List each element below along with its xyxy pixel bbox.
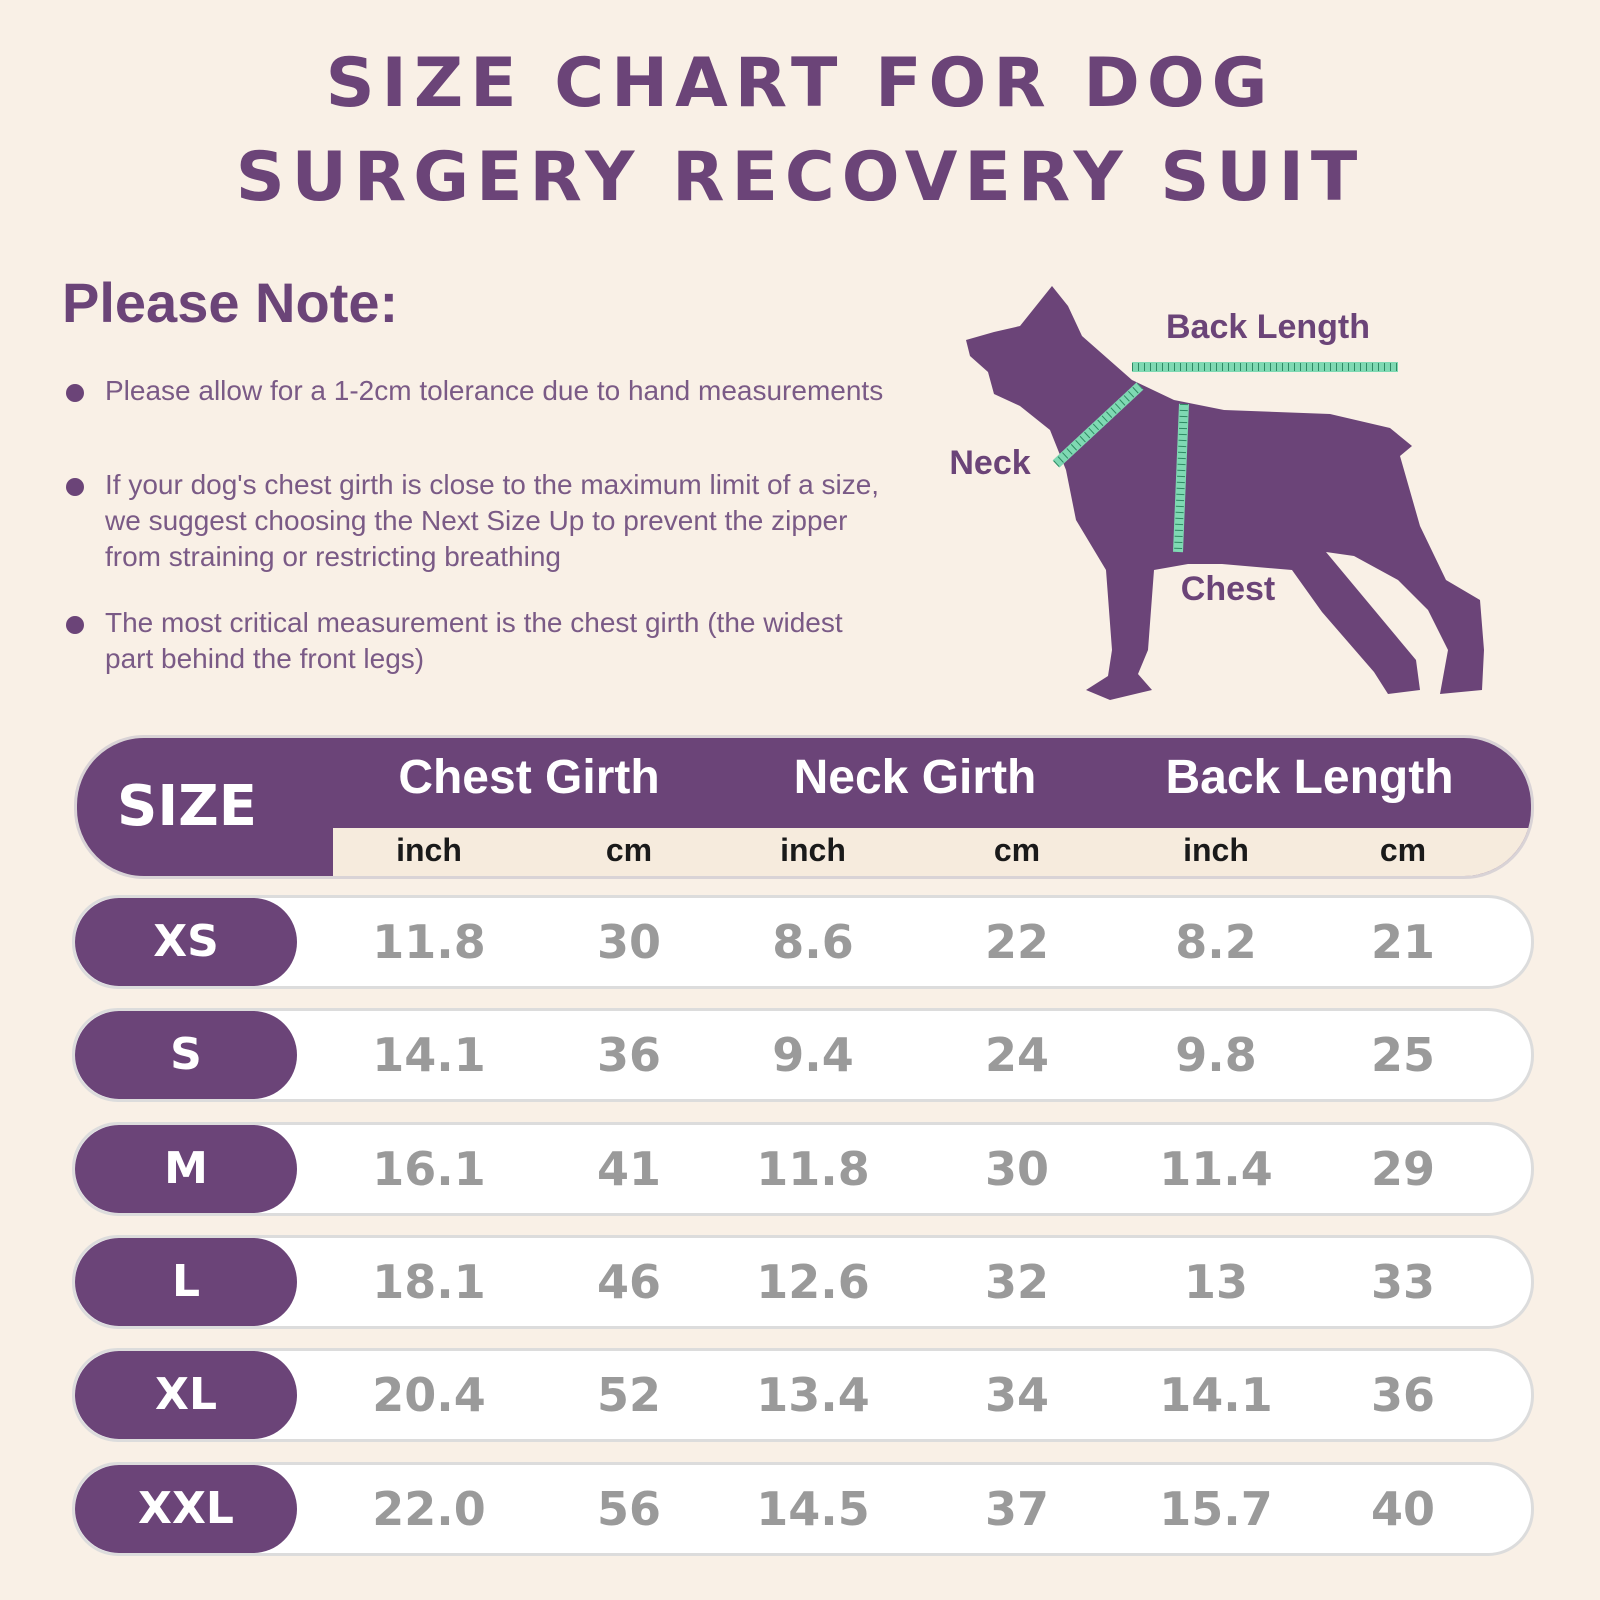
cell: 37	[984, 1481, 1050, 1536]
size-row: XS 11.8 30 8.6 22 8.2 21	[72, 895, 1534, 989]
bullet	[66, 616, 84, 634]
title-line: SIZE CHART FOR DOG	[325, 44, 1275, 123]
cell: 20.4	[372, 1368, 486, 1423]
size-row: XXL 22.0 56 14.5 37 15.7 40	[72, 1461, 1534, 1556]
cell: 22.0	[372, 1481, 486, 1536]
diagram-label: Neck	[949, 444, 1031, 482]
cell: 11.4	[1159, 1141, 1273, 1196]
tape-neck	[1052, 382, 1144, 468]
cell: 30	[596, 915, 662, 969]
bullet	[66, 478, 84, 496]
unit-header: cm	[993, 832, 1041, 868]
note-item: Please allow for a 1-2cm tolerance due t…	[105, 375, 884, 406]
tape-chest-ticks	[1174, 403, 1188, 553]
cell: 46	[596, 1254, 662, 1309]
cell: 22	[984, 915, 1050, 969]
cell: 13	[1183, 1254, 1249, 1309]
cell: 52	[596, 1368, 662, 1423]
cell: 24	[984, 1028, 1050, 1083]
diagram-label: Back Length	[1165, 308, 1371, 346]
group-header: Chest Girth	[398, 751, 660, 804]
diagram-label: Chest	[1180, 570, 1276, 608]
unit-header: cm	[605, 832, 653, 868]
size-label: XL	[75, 1351, 297, 1440]
size-row: M 16.1 41 11.8 30 11.4 29	[72, 1121, 1534, 1216]
cell: 14.5	[756, 1481, 870, 1536]
cell: 34	[984, 1368, 1050, 1423]
cell: 9.8	[1175, 1028, 1257, 1083]
cell: 11.8	[372, 915, 486, 969]
cell: 16.1	[372, 1141, 486, 1196]
cell: 30	[984, 1141, 1050, 1196]
size-label: S	[75, 1011, 297, 1100]
tape-chest	[1173, 403, 1189, 553]
cell: 32	[984, 1254, 1050, 1309]
cell: 36	[596, 1028, 662, 1083]
size-row: S 14.1 36 9.4 24 9.8 25	[72, 1008, 1534, 1103]
size-row: XL 20.4 52 13.4 34 14.1 36	[72, 1348, 1534, 1443]
cell: 14.1	[1159, 1368, 1273, 1423]
title-line: SURGERY RECOVERY SUIT	[235, 138, 1365, 217]
cell: 41	[596, 1141, 662, 1196]
size-header: SIZE	[116, 774, 258, 839]
size-label: XXL	[75, 1464, 297, 1553]
size-label: XS	[75, 898, 297, 986]
unit-bar	[333, 828, 1531, 876]
cell: 36	[1370, 1368, 1436, 1423]
cell: 14.1	[372, 1028, 486, 1083]
cell: 25	[1370, 1028, 1436, 1083]
bullet	[66, 384, 84, 402]
cell: 15.7	[1159, 1481, 1273, 1536]
cell: 29	[1370, 1141, 1436, 1196]
size-label: M	[75, 1124, 297, 1213]
unit-header: inch	[1183, 832, 1249, 868]
note-item: If your dog's chest girth is close to th…	[105, 469, 880, 572]
cell: 13.4	[756, 1368, 870, 1423]
cell: 33	[1370, 1254, 1436, 1309]
cell: 9.4	[772, 1028, 854, 1083]
unit-header: cm	[1379, 832, 1427, 868]
cell: 8.2	[1175, 915, 1257, 969]
cell: 8.6	[772, 915, 854, 969]
unit-header: inch	[396, 832, 462, 868]
dog-silhouette	[966, 286, 1484, 700]
cell: 12.6	[756, 1254, 870, 1309]
note-title: Please Note:	[62, 271, 399, 334]
cell: 56	[596, 1481, 662, 1536]
size-row: L 18.1 46 12.6 32 13 33	[72, 1234, 1534, 1329]
size-label: L	[75, 1237, 297, 1326]
cell: 21	[1370, 915, 1436, 969]
cell: 40	[1370, 1481, 1436, 1536]
group-header: Neck Girth	[793, 751, 1037, 804]
group-header: Back Length	[1165, 751, 1454, 804]
cell: 18.1	[372, 1254, 486, 1309]
table-header: SIZE Chest Girth Neck Girth Back Length inc…	[74, 735, 1534, 879]
unit-header: inch	[780, 832, 846, 868]
note-item: The most critical measurement is the che…	[105, 607, 843, 674]
dog-diagram	[966, 286, 1484, 700]
cell: 11.8	[756, 1141, 870, 1196]
